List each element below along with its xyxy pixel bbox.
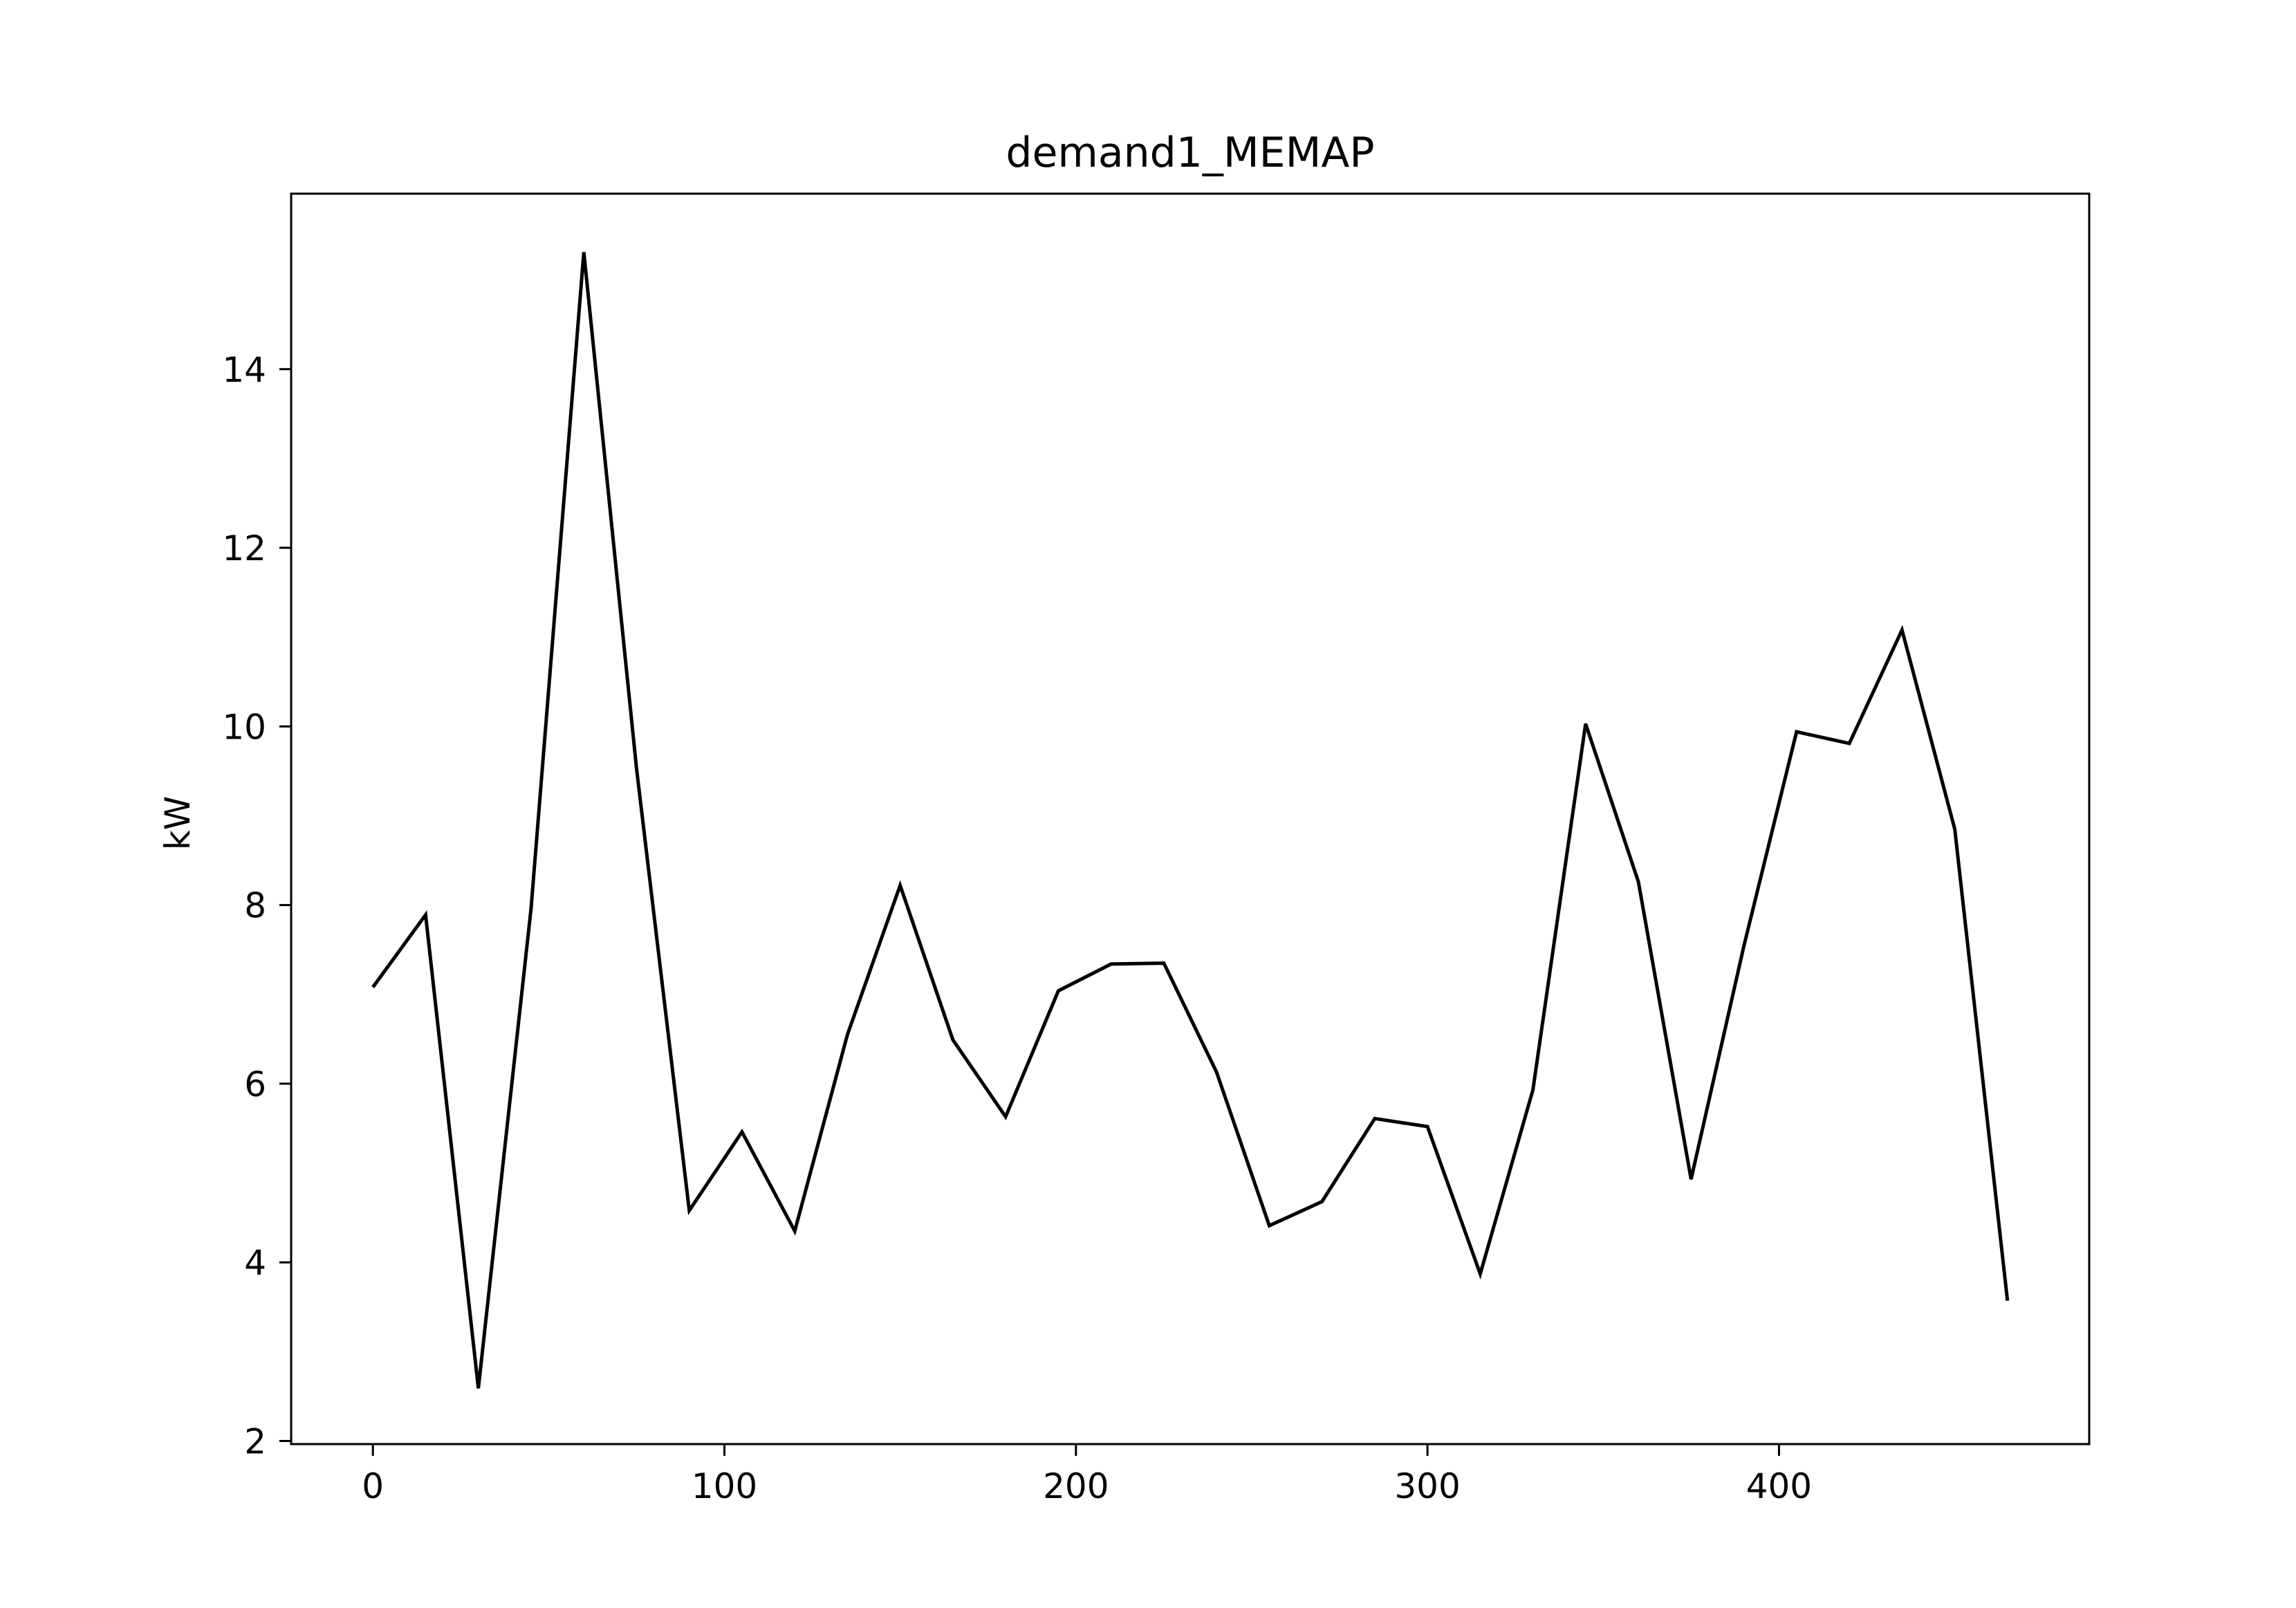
y-tick-label: 12 [222, 528, 266, 569]
x-tick-label: 400 [1746, 1466, 1812, 1506]
chart-title: demand1_MEMAP [1006, 129, 1374, 177]
y-tick-label: 6 [244, 1064, 266, 1105]
x-tick-label: 300 [1394, 1466, 1460, 1506]
y-tick-label: 4 [244, 1243, 266, 1283]
y-tick-label: 14 [222, 350, 266, 390]
x-tick-label: 200 [1043, 1466, 1109, 1506]
y-tick-label: 10 [222, 707, 266, 747]
axis-ticks: 0 100 200 300 400 2 4 6 8 10 12 14 [222, 350, 1812, 1506]
y-tick-label: 8 [244, 886, 266, 926]
series-layer [371, 252, 2010, 1389]
plot-area-frame [290, 192, 2091, 1445]
series-line-1 [371, 252, 2010, 1389]
x-tick-label: 100 [692, 1466, 757, 1506]
x-tick-label: 0 [362, 1466, 384, 1506]
y-tick-label: 2 [244, 1421, 266, 1461]
y-axis-label: kW [158, 796, 198, 850]
